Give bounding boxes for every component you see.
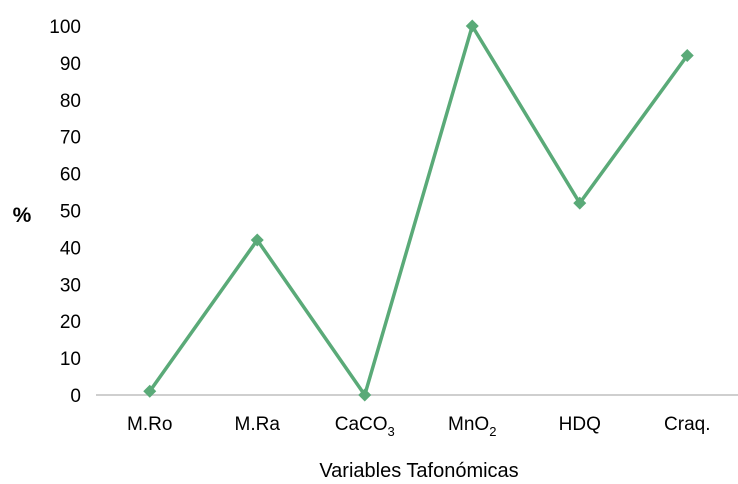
y-tick-label: 50 xyxy=(60,202,81,223)
data-point-marker xyxy=(573,196,587,210)
y-tick-label: 40 xyxy=(60,238,81,259)
x-tick-label: CaCO3 xyxy=(335,414,395,439)
y-tick-label: 90 xyxy=(60,54,81,75)
x-tick-label-subscript: 3 xyxy=(388,424,395,439)
y-tick-label: 100 xyxy=(49,17,81,38)
y-tick-label: 60 xyxy=(60,165,81,186)
x-tick-label-main: Craq. xyxy=(664,414,710,435)
x-tick-label-subscript: 2 xyxy=(489,424,496,439)
data-point-marker xyxy=(358,388,372,402)
x-tick-labels: M.Ro M.Ra CaCO3 MnO2 HDQ Craq. xyxy=(127,414,710,439)
x-tick-label: MnO2 xyxy=(448,414,496,439)
y-axis-label: % xyxy=(13,204,32,227)
y-tick-label: 20 xyxy=(60,312,81,333)
data-point-marker xyxy=(465,19,479,33)
data-point-marker xyxy=(680,49,694,63)
data-point-marker xyxy=(250,233,264,247)
y-tick-label: 80 xyxy=(60,91,81,112)
y-tick-label: 10 xyxy=(60,349,81,370)
x-tick-label: HDQ xyxy=(559,414,601,435)
data-point-marker xyxy=(143,384,157,398)
x-tick-label-main: CaCO xyxy=(335,414,388,435)
x-tick-label-main: M.Ra xyxy=(235,414,281,435)
x-tick-label: M.Ra xyxy=(235,414,281,435)
y-tick-label: 30 xyxy=(60,275,81,296)
x-tick-label: M.Ro xyxy=(127,414,172,435)
x-tick-label: Craq. xyxy=(664,414,710,435)
x-tick-label-main: HDQ xyxy=(559,414,601,435)
y-tick-labels: 0 10 20 30 40 50 60 70 80 90 100 xyxy=(49,17,81,407)
y-tick-label: 70 xyxy=(60,128,81,149)
x-tick-label-main: MnO xyxy=(448,414,489,435)
series-group xyxy=(143,19,694,402)
y-tick-label: 0 xyxy=(70,386,81,407)
series-line xyxy=(148,21,689,400)
x-axis-label: Variables Tafonómicas xyxy=(319,460,518,482)
x-tick-label-main: M.Ro xyxy=(127,414,172,435)
